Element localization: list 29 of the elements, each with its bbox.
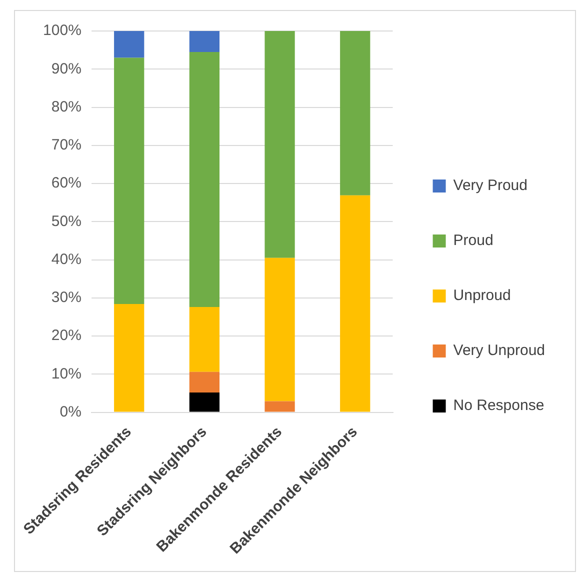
y-tick-label: 90% (51, 60, 82, 78)
bar (114, 304, 144, 412)
y-tick-label: 70% (51, 136, 82, 154)
bar (264, 31, 295, 258)
legend-label: Unproud (453, 287, 511, 304)
legend-label: Very Proud (453, 177, 528, 194)
bar (114, 58, 144, 304)
y-tick-label: 10% (51, 365, 82, 382)
bar (114, 31, 144, 58)
legend-label: Proud (453, 232, 494, 250)
y-tick-label: 20% (51, 327, 82, 344)
bar (340, 31, 370, 196)
legend-label: No Response (453, 397, 544, 414)
y-tick-label: 80% (51, 98, 82, 116)
bar (189, 307, 220, 372)
bar (340, 195, 370, 412)
legend-label: Very Unproud (453, 342, 546, 360)
y-tick-label: 100% (43, 22, 82, 40)
bar (189, 31, 220, 52)
y-tick-label: 60% (51, 174, 82, 192)
y-tick-label: 30% (51, 289, 82, 306)
bar (264, 258, 295, 402)
y-tick-label: 40% (51, 250, 82, 268)
bar (189, 52, 220, 308)
y-tick-label: 0% (60, 403, 82, 420)
bar (189, 392, 220, 412)
bar (264, 401, 295, 412)
y-tick-label: 50% (51, 212, 82, 230)
bar (189, 372, 220, 392)
